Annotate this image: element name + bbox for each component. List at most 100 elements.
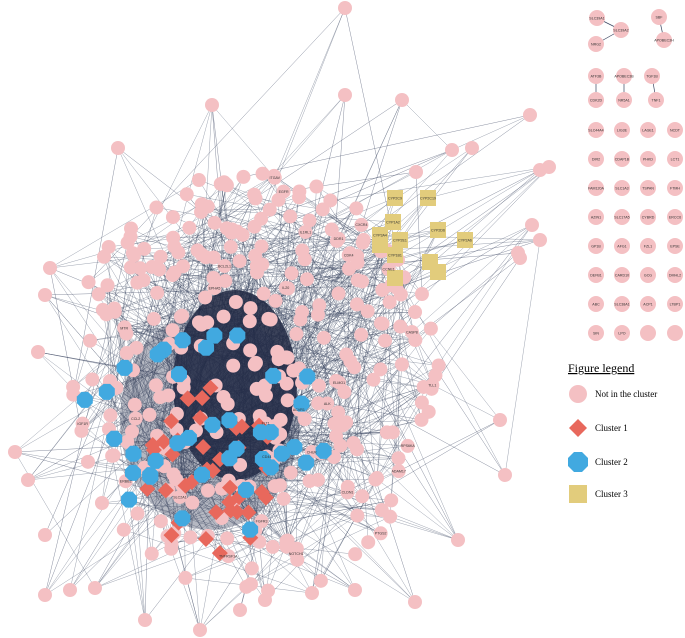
cluster-2-node bbox=[265, 367, 282, 384]
isolated-gene-node bbox=[667, 296, 683, 312]
gene-node bbox=[292, 190, 307, 205]
isolated-gene-node bbox=[588, 238, 604, 254]
gene-node bbox=[138, 613, 152, 627]
network-edge bbox=[126, 149, 453, 334]
gene-node bbox=[284, 266, 299, 281]
gene-node bbox=[370, 471, 385, 486]
network-edge bbox=[398, 419, 501, 472]
gene-node bbox=[38, 288, 52, 302]
isolated-gene-label: SLC1A3 bbox=[615, 186, 628, 190]
isolated-gene-node bbox=[614, 267, 630, 283]
cluster-1-node bbox=[202, 379, 219, 396]
isolated-gene-label: SLC39A2 bbox=[613, 28, 628, 32]
network-edge bbox=[81, 318, 155, 432]
isolated-gene-label: ABC bbox=[592, 302, 600, 306]
network-edge bbox=[274, 386, 424, 487]
network-edge bbox=[130, 236, 175, 247]
network-edge bbox=[199, 498, 284, 631]
network-edge bbox=[94, 535, 208, 589]
legend-octagon-icon bbox=[568, 452, 588, 472]
gene-node bbox=[337, 385, 352, 400]
network-edge bbox=[160, 149, 453, 257]
gene-node bbox=[130, 275, 145, 290]
gene-node bbox=[498, 468, 512, 482]
gene-node-label: CLDN1 bbox=[342, 491, 354, 495]
isolated-gene-label: CARD10 bbox=[615, 273, 629, 277]
gene-node bbox=[207, 281, 222, 296]
network-edge bbox=[286, 419, 501, 547]
gene-node bbox=[165, 323, 180, 338]
gene-node bbox=[247, 357, 262, 372]
network-edge bbox=[384, 197, 429, 251]
gene-node bbox=[243, 343, 258, 358]
network-edge bbox=[69, 467, 145, 591]
network-edge bbox=[172, 216, 390, 303]
gene-node bbox=[198, 290, 213, 305]
gene-node bbox=[331, 286, 346, 301]
isolated-gene-node bbox=[640, 267, 656, 283]
gene-node bbox=[127, 397, 142, 412]
isolated-gene-node bbox=[613, 22, 629, 38]
isolated-gene-label: DIR2 bbox=[592, 157, 600, 161]
network-edge bbox=[333, 456, 382, 511]
gene-node bbox=[542, 160, 556, 174]
gene-node bbox=[130, 506, 145, 521]
network-edge bbox=[190, 423, 335, 538]
cluster-2-node bbox=[298, 454, 315, 471]
gene-node-label: IL1RL1 bbox=[300, 230, 312, 234]
gene-node bbox=[233, 603, 247, 617]
network-edge bbox=[401, 99, 453, 151]
isolated-gene-node bbox=[614, 209, 630, 225]
network-edge bbox=[334, 456, 399, 459]
gene-node bbox=[103, 408, 118, 423]
network-edge bbox=[380, 369, 422, 421]
gene-node-label: ITGAV bbox=[270, 176, 281, 180]
gene-node-label: EGFR bbox=[279, 190, 289, 194]
gene-node-label: BCL2L1 bbox=[218, 264, 231, 268]
gene-node bbox=[21, 473, 35, 487]
gene-node bbox=[185, 495, 200, 510]
gene-node bbox=[375, 316, 390, 331]
gene-node bbox=[525, 218, 539, 232]
gene-node bbox=[239, 579, 254, 594]
isolated-gene-node bbox=[640, 151, 656, 167]
gene-node bbox=[324, 222, 339, 237]
gene-node bbox=[166, 230, 181, 245]
cluster-2-node bbox=[198, 339, 215, 356]
gene-node bbox=[293, 312, 308, 327]
cluster-2-node bbox=[206, 327, 223, 344]
isolated-gene-node bbox=[667, 325, 683, 341]
isolated-gene-node bbox=[588, 296, 604, 312]
network-edge bbox=[174, 104, 213, 247]
cluster-2-node bbox=[299, 368, 316, 385]
network-edge bbox=[106, 229, 332, 315]
isolated-gene-label: EPSE bbox=[670, 244, 680, 248]
legend-circle-icon bbox=[569, 385, 587, 403]
gene-node bbox=[145, 259, 160, 274]
network-edge bbox=[380, 294, 402, 370]
gene-node bbox=[331, 405, 346, 420]
isolated-gene-node bbox=[589, 10, 605, 26]
cluster-2-node bbox=[98, 383, 115, 400]
gene-node-label: ELMO1 bbox=[333, 381, 345, 385]
cluster-3-node bbox=[420, 190, 436, 206]
isolated-gene-node bbox=[616, 68, 632, 84]
gene-node bbox=[373, 526, 388, 541]
isolated-gene-node bbox=[588, 180, 604, 196]
network-edge bbox=[111, 455, 162, 522]
isolated-gene-label: TNF1 bbox=[652, 98, 661, 102]
gene-node bbox=[74, 423, 89, 438]
network-edge bbox=[286, 364, 403, 542]
gene-node bbox=[265, 539, 280, 554]
cluster-1-node bbox=[192, 409, 209, 426]
isolated-gene-label: LIG3E bbox=[617, 128, 628, 132]
network-edge bbox=[295, 229, 439, 554]
cluster-3-label: CYP1B1 bbox=[388, 253, 402, 257]
figure-legend: Figure legend Not in the cluster Cluster… bbox=[568, 361, 657, 503]
gene-node bbox=[298, 224, 313, 239]
gene-node bbox=[373, 362, 388, 377]
gene-node bbox=[342, 246, 357, 261]
network-edge bbox=[431, 257, 521, 389]
isolated-gene-label: FZL1 bbox=[644, 244, 652, 248]
